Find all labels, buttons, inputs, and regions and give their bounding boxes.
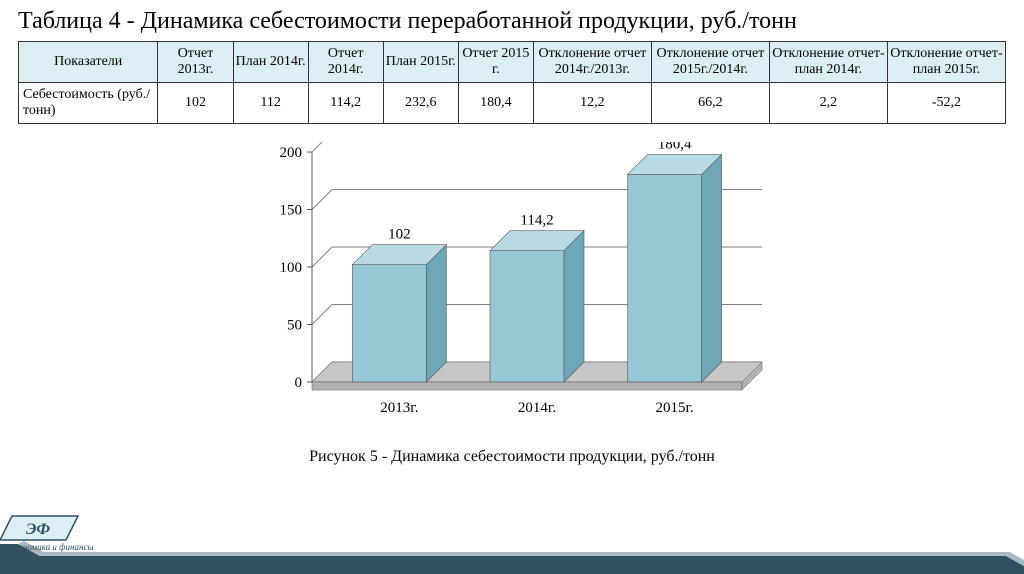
table-cell: 114,2: [308, 83, 383, 124]
table-cell: 112: [233, 83, 308, 124]
table-row-label: Себестоимость (руб./тонн): [19, 83, 158, 124]
table-cell: 102: [158, 83, 233, 124]
data-table: ПоказателиОтчет 2013г.План 2014г.Отчет 2…: [18, 41, 1006, 124]
table-header-cell: Отклонение отчет-план 2014г.: [769, 42, 887, 83]
page-title: Таблица 4 - Динамика себестоимости перер…: [0, 0, 1024, 39]
svg-text:0: 0: [295, 375, 303, 391]
table-cell: 66,2: [651, 83, 769, 124]
svg-text:180,4: 180,4: [658, 142, 692, 153]
svg-text:50: 50: [287, 318, 302, 334]
slide-footer-decoration: ЭФ экономика и финансы: [0, 514, 1024, 574]
table-header-cell: План 2014г.: [233, 42, 308, 83]
table-cell: 12,2: [533, 83, 651, 124]
table-header-row: ПоказателиОтчет 2013г.План 2014г.Отчет 2…: [19, 42, 1006, 83]
table-header-cell: Отклонение отчет 2014г./2013г.: [533, 42, 651, 83]
table-header-cell: Отчет 2015 г.: [458, 42, 533, 83]
table-header-cell: Отчет 2013г.: [158, 42, 233, 83]
table-cell: -52,2: [887, 83, 1005, 124]
svg-text:200: 200: [280, 145, 303, 161]
svg-text:2013г.: 2013г.: [380, 400, 418, 416]
svg-text:114,2: 114,2: [520, 213, 553, 229]
bar-chart: 0 50 100 150 200 102 2013г. 114,2 2014г. 180,4 201…: [242, 142, 782, 442]
svg-text:102: 102: [388, 227, 411, 243]
svg-text:2014г.: 2014г.: [518, 400, 556, 416]
chart-caption: Рисунок 5 - Динамика себестоимости проду…: [0, 448, 1024, 466]
table-header-cell: Отчет 2014г.: [308, 42, 383, 83]
table-header-cell: Показатели: [19, 42, 158, 83]
svg-text:ЭФ: ЭФ: [26, 521, 50, 538]
svg-text:2015г.: 2015г.: [655, 400, 693, 416]
svg-text:экономика и финансы: экономика и финансы: [10, 542, 93, 552]
table-header-cell: План 2015г.: [383, 42, 458, 83]
svg-text:100: 100: [280, 260, 303, 276]
svg-text:150: 150: [280, 203, 303, 219]
table-cell: 180,4: [458, 83, 533, 124]
table-row: Себестоимость (руб./тонн)102112114,2232,…: [19, 83, 1006, 124]
table-header-cell: Отклонение отчет-план 2015г.: [887, 42, 1005, 83]
table-cell: 232,6: [383, 83, 458, 124]
table-cell: 2,2: [769, 83, 887, 124]
table-header-cell: Отклонение отчет 2015г./2014г.: [651, 42, 769, 83]
